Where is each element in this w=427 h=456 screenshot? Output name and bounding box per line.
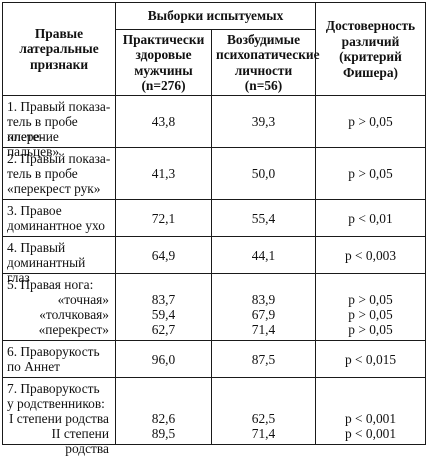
header-significance: Достоверность различий (критерий Фишера): [315, 2, 426, 96]
cell-significance: p < 0,015: [315, 340, 426, 378]
row-label: 7. Праворукость у родственников: I степе…: [2, 377, 116, 456]
row-label: 5. Правая нога: «точная» «толчковая» «пе…: [2, 273, 116, 341]
cell-significance: p > 0,05: [315, 95, 426, 148]
row-label: 4. Правый доминантный глаз: [2, 236, 116, 285]
sub-label: II степени родства: [51, 426, 109, 456]
cell-healthy: 64,9: [115, 236, 212, 274]
header-samples-group: Выборки испытуемых: [115, 2, 316, 30]
table-row: 6. Праворукость по Аннет 96,0 87,5 p < 0…: [2, 340, 426, 378]
cell-healthy: 41,3: [115, 147, 212, 200]
cell-significance: p > 0,05 p > 0,05 p > 0,05: [315, 273, 426, 341]
header-signs: Правые латеральные признаки: [2, 2, 116, 96]
table-row: 7. Праворукость у родственников: I степе…: [2, 377, 426, 456]
table-row: 1. Правый показа- тель в пробе «пере- пл…: [2, 95, 426, 159]
cell-significance: p < 0,001 p < 0,001: [315, 377, 426, 445]
header-row-2: Практически здоровые мужчины (n=276) Воз…: [3, 29, 426, 96]
header-psycho: Возбудимые психопатические личности (n=5…: [211, 29, 320, 96]
header-row-1: Правые латеральные признаки Выборки испы…: [2, 2, 426, 96]
cell-healthy: 82,6 89,5: [115, 377, 212, 445]
cell-psycho: 55,4: [211, 199, 316, 237]
table-row: 3. Правое доминантное ухо 72,1 55,4 p < …: [2, 199, 426, 237]
cell-psycho: 87,5: [211, 340, 316, 378]
cell-healthy: 43,8: [115, 95, 212, 148]
sub-label: «точная»: [57, 292, 109, 307]
cell-healthy: 83,7 59,4 62,7: [115, 273, 212, 341]
table-row: 5. Правая нога: «точная» «толчковая» «пе…: [2, 273, 426, 341]
row-label: 6. Праворукость по Аннет: [2, 340, 116, 378]
cell-psycho: 62,5 71,4: [211, 377, 316, 445]
sub-label: «перекрест»: [38, 322, 109, 337]
table-row: 4. Правый доминантный глаз 64,9 44,1 p <…: [2, 236, 426, 285]
header-healthy: Практически здоровые мужчины (n=276): [115, 29, 212, 96]
sub-label: «толчковая»: [39, 307, 109, 322]
row-label: 2. Правый показа- тель в пробе «перекрес…: [2, 147, 116, 200]
cell-psycho: 44,1: [211, 236, 316, 274]
cell-psycho: 50,0: [211, 147, 316, 200]
row-label: 1. Правый показа- тель в пробе «пере- пл…: [2, 95, 116, 159]
cell-healthy: 72,1: [115, 199, 212, 237]
cell-significance: p < 0,003: [315, 236, 426, 274]
cell-significance: p > 0,05: [315, 147, 426, 200]
table-row: 2. Правый показа- тель в пробе «перекрес…: [2, 147, 426, 200]
row-label: 3. Правое доминантное ухо: [2, 199, 116, 237]
cell-psycho: 39,3: [211, 95, 316, 148]
cell-significance: p < 0,01: [315, 199, 426, 237]
cell-psycho: 83,9 67,9 71,4: [211, 273, 316, 341]
cell-healthy: 96,0: [115, 340, 212, 378]
sub-label: I степени родства: [8, 411, 109, 426]
